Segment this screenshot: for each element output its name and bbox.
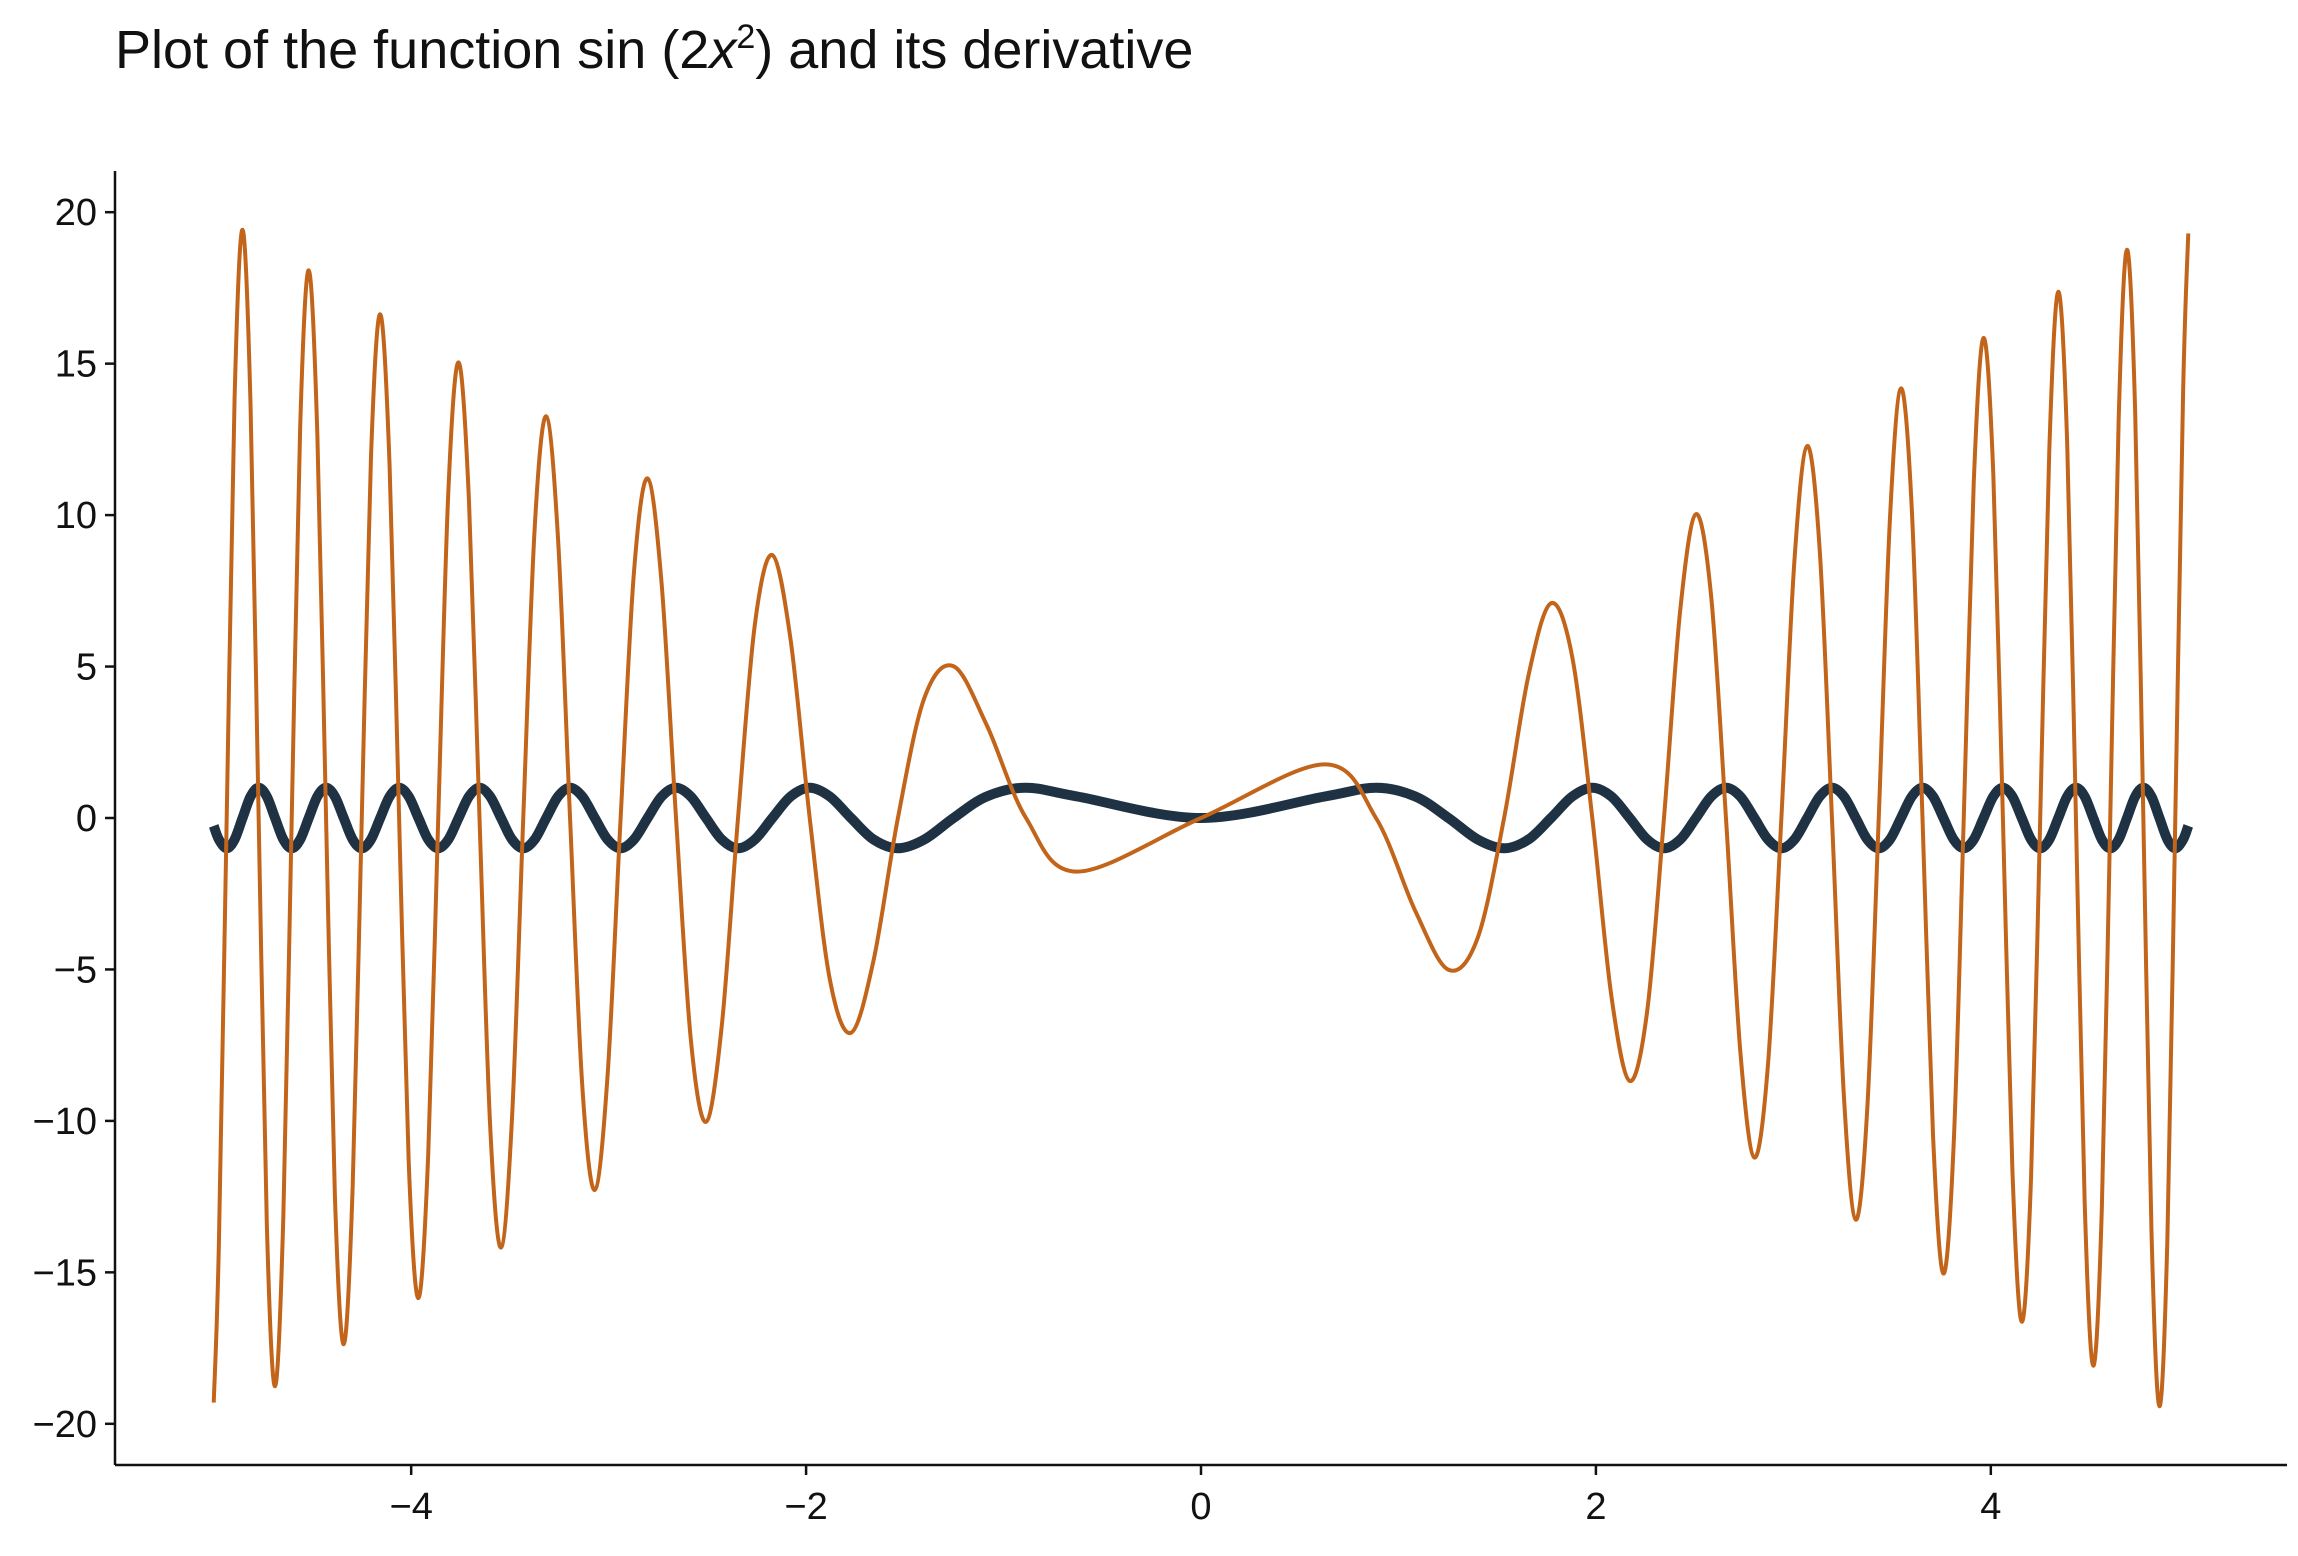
title-part: x bbox=[706, 20, 738, 80]
x-tick-label: −4 bbox=[390, 1486, 433, 1528]
y-tick-label: −5 bbox=[54, 949, 97, 991]
chart-title: Plot of the function sin (2x2) and its d… bbox=[115, 18, 1193, 80]
x-tick-label: 0 bbox=[1190, 1486, 1211, 1528]
y-tick-label: 10 bbox=[55, 495, 97, 537]
line-series bbox=[211, 227, 2191, 1409]
title-part: Plot of the function sin (2 bbox=[115, 20, 709, 80]
x-tick-label: 2 bbox=[1585, 1486, 1606, 1528]
y-tick-label: 0 bbox=[76, 798, 97, 840]
title-part: 2 bbox=[736, 18, 755, 56]
y-tick-label: 20 bbox=[55, 192, 97, 234]
title-part: ) and its derivative bbox=[755, 20, 1193, 80]
y-tick-label: −15 bbox=[33, 1252, 97, 1294]
x-tick-label: 4 bbox=[1980, 1486, 2001, 1528]
x-tick-label: −2 bbox=[784, 1486, 827, 1528]
y-tick-label: −10 bbox=[33, 1101, 97, 1143]
y-tick-label: 15 bbox=[55, 344, 97, 386]
y-tick-label: −20 bbox=[33, 1404, 97, 1446]
y-tick-label: 5 bbox=[76, 647, 97, 689]
